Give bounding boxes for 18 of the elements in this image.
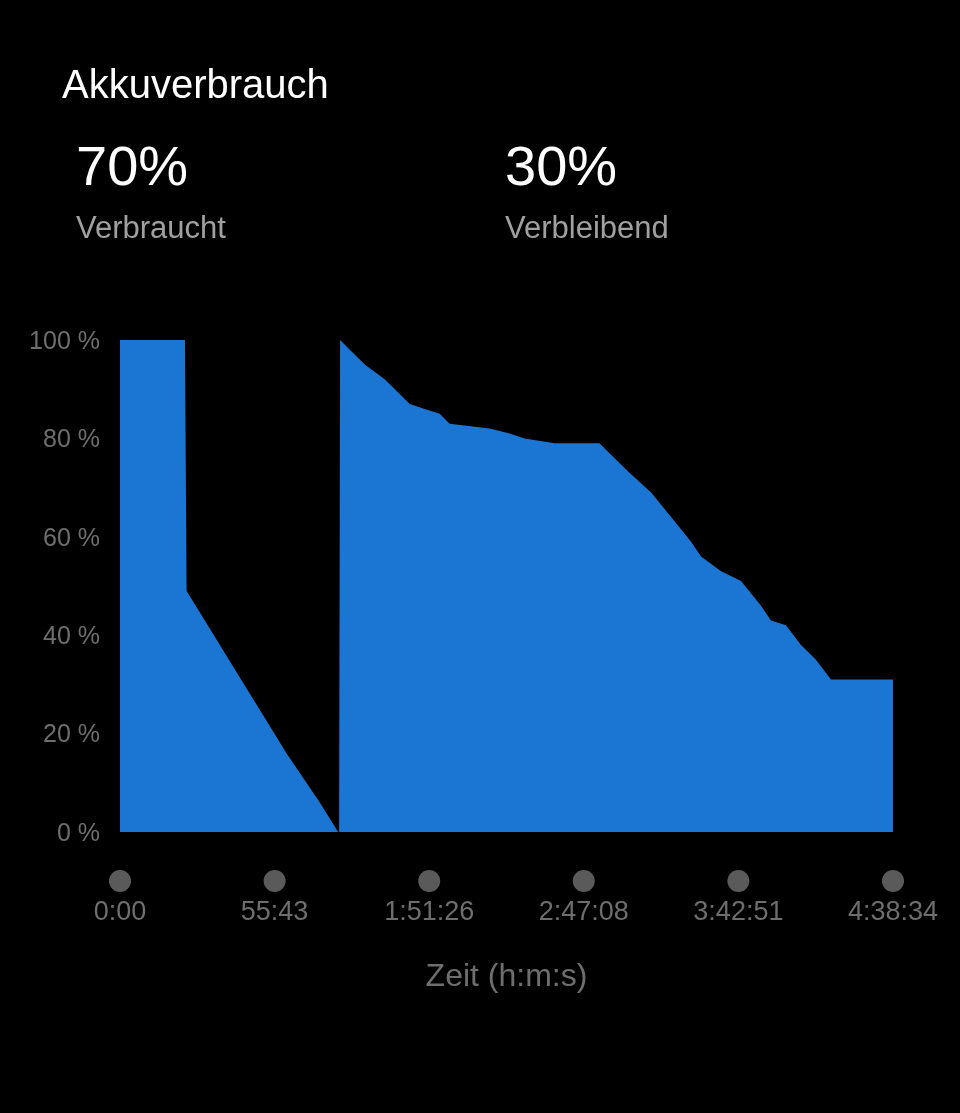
x-tick-label: 0:00 [93,896,147,926]
y-tick-label: 40 % [43,621,100,650]
text: Verbleibend [505,210,669,245]
text: 70% [76,134,189,197]
y-tick-label: 80 % [43,424,100,453]
text: Verbraucht [76,210,226,245]
x-tick-label: 2:47:08 [538,896,629,926]
y-tick-label: 60 % [43,522,100,551]
x-tick-label: 4:38:34 [847,896,939,926]
y-tick-label: 100 % [29,325,100,354]
y-tick-label: 20 % [43,719,100,748]
x-tick-label: 55:43 [240,896,309,926]
text: 30% [505,134,618,197]
y-tick-label: 0 % [56,817,100,846]
x-tick-label: 3:42:51 [693,896,784,926]
x-tick-label: 1:51:26 [384,896,475,926]
x-axis-title: Zeit (h:m:s) [425,957,588,993]
chart-title: Akkuverbrauch [62,62,329,107]
